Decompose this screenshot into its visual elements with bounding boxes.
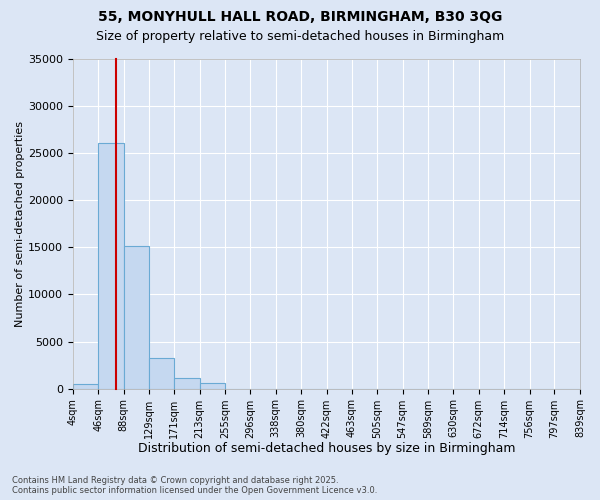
Text: 55, MONYHULL HALL ROAD, BIRMINGHAM, B30 3QG: 55, MONYHULL HALL ROAD, BIRMINGHAM, B30 …: [98, 10, 502, 24]
X-axis label: Distribution of semi-detached houses by size in Birmingham: Distribution of semi-detached houses by …: [137, 442, 515, 455]
Bar: [200, 384, 225, 388]
Bar: [174, 378, 200, 388]
Text: Contains HM Land Registry data © Crown copyright and database right 2025.
Contai: Contains HM Land Registry data © Crown c…: [12, 476, 377, 495]
Bar: [149, 358, 174, 388]
Text: 55 MONYHULL HALL ROAD: 76sqm
← 27% of semi-detached houses are smaller (12,670)
: 55 MONYHULL HALL ROAD: 76sqm ← 27% of se…: [0, 499, 1, 500]
Bar: [124, 246, 149, 388]
Bar: [98, 143, 124, 388]
Text: Size of property relative to semi-detached houses in Birmingham: Size of property relative to semi-detach…: [96, 30, 504, 43]
Y-axis label: Number of semi-detached properties: Number of semi-detached properties: [15, 121, 25, 327]
Bar: [73, 384, 98, 388]
